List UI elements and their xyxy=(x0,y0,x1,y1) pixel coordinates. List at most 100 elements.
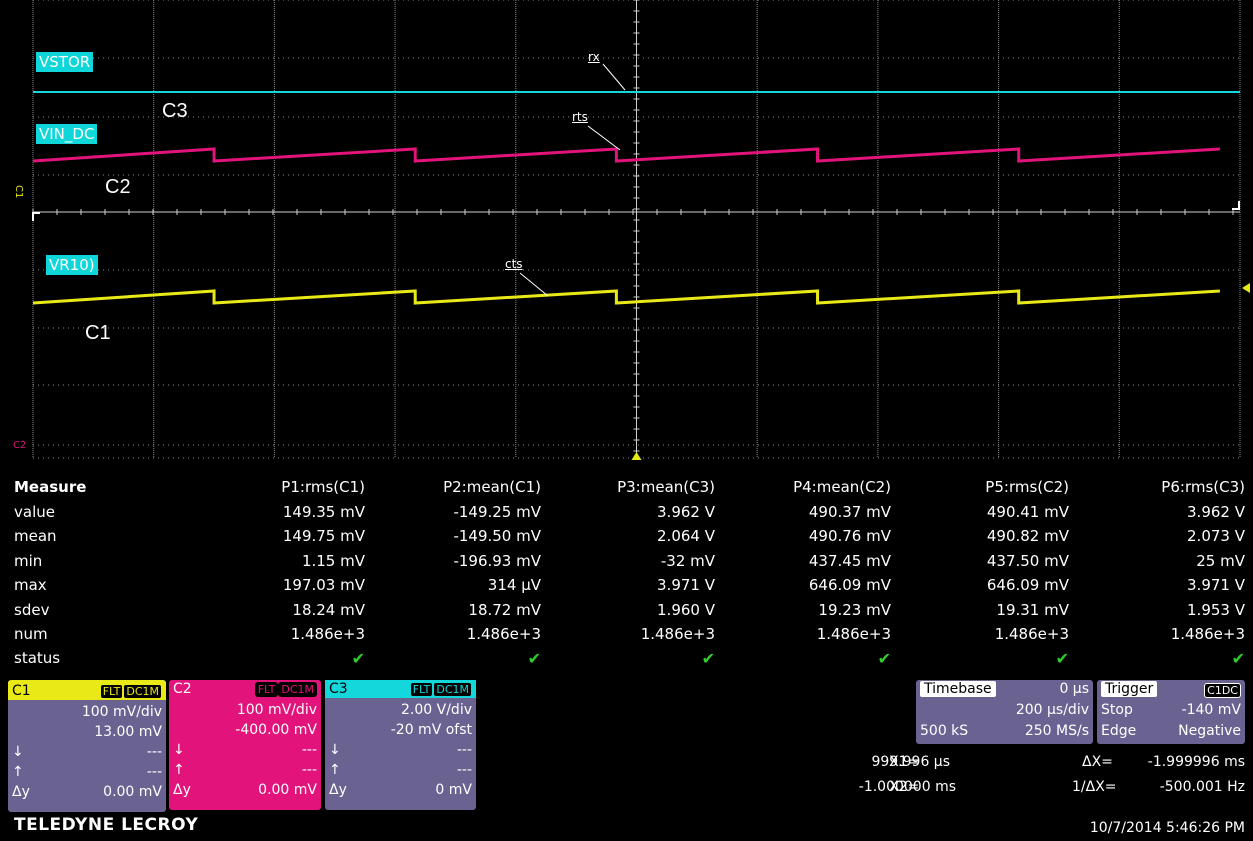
trace-tag-vstor: VSTOR xyxy=(36,52,94,72)
c1-delta-y: 0.00 mV xyxy=(103,784,162,800)
c1-offset: 13.00 mV xyxy=(94,724,162,740)
measure-col-p1[interactable]: P1:rms(C1) xyxy=(281,478,365,496)
measure-cell: -149.25 mV xyxy=(453,502,541,521)
channel-c2-name: C2 xyxy=(173,681,192,697)
c2-ground-marker[interactable]: C2 xyxy=(13,440,27,451)
c3-down-arrow-icon: ↓ xyxy=(329,742,341,758)
c3-scale: 2.00 V/div xyxy=(401,702,472,718)
trigger-slope: Negative xyxy=(1178,723,1241,739)
c2-up-arrow-icon: ↑ xyxy=(173,762,185,778)
c3-delta-y-label: Δy xyxy=(329,782,347,798)
trigger-panel[interactable]: Trigger C1DC Stop -140 mV Edge Negative xyxy=(1097,680,1245,744)
timebase-delay: 0 µs xyxy=(1059,681,1089,697)
cursor-inv-dx-label: 1/ΔX= xyxy=(1072,779,1117,795)
c2-coupling-badge: DC1M xyxy=(278,682,317,697)
measure-cell: 490.37 mV xyxy=(808,502,891,521)
measure-cell: 437.50 mV xyxy=(986,551,1069,570)
measure-cell: 18.24 mV xyxy=(292,600,365,619)
waveform-display[interactable]: VSTOR VIN_DC VR10) C3 C2 C1 rx rts cts C… xyxy=(0,0,1253,460)
measure-cell: 1.953 V xyxy=(1187,600,1245,619)
measure-row-value: value 149.35 mV -149.25 mV 3.962 V 490.37 mV… xyxy=(0,503,1253,528)
trace-label-c2: C2 xyxy=(105,176,131,198)
status-check-icon: ✔ xyxy=(1055,649,1069,668)
channel-c2-descriptor[interactable]: C2 FLT DC1M 100 mV/div -400.00 mV ↓ --- ↑… xyxy=(169,680,321,810)
measure-cell: 490.41 mV xyxy=(986,502,1069,521)
measure-table: Measure P1:rms(C1) P2:mean(C1) P3:mean(C… xyxy=(0,478,1253,674)
cursor-x1-label: X1= xyxy=(889,754,920,770)
cursor-x1-value: 999.996 µs xyxy=(871,754,950,770)
c1-coupling-badge: DC1M xyxy=(123,684,162,699)
measure-cell: 18.72 mV xyxy=(468,600,541,619)
measure-col-p2[interactable]: P2:mean(C1) xyxy=(443,478,541,496)
measure-row-mean: mean 149.75 mV -149.50 mV 2.064 V 490.76 mV 4… xyxy=(0,527,1253,552)
measure-cell: -196.93 mV xyxy=(453,551,541,570)
measure-cell: 149.75 mV xyxy=(282,527,365,545)
measure-row-label: value xyxy=(14,502,55,521)
c2-scale: 100 mV/div xyxy=(236,702,317,718)
trigger-position-marker xyxy=(631,452,642,460)
c3-coupling-badge: DC1M xyxy=(433,682,472,697)
timestamp: 10/7/2014 5:46:26 PM xyxy=(1089,820,1245,836)
measure-row-min: min 1.15 mV -196.93 mV -32 mV 437.45 mV 437.5… xyxy=(0,552,1253,577)
timebase-per-div: 200 µs/div xyxy=(1015,702,1089,718)
measure-cell: 3.962 V xyxy=(1187,502,1245,521)
c1-scale: 100 mV/div xyxy=(81,704,162,720)
measure-cell: 1.486e+3 xyxy=(1170,625,1245,643)
c3-offset: -20 mV ofst xyxy=(390,722,472,738)
c3-down-value: --- xyxy=(456,742,472,758)
measure-cell: 646.09 mV xyxy=(986,576,1069,594)
measure-col-p4[interactable]: P4:mean(C2) xyxy=(793,478,891,496)
measure-cell: 1.486e+3 xyxy=(290,625,365,643)
cursor-label-cts: cts xyxy=(505,257,523,271)
trigger-level: -140 mV xyxy=(1181,702,1241,718)
c1-filter-badge: FLT xyxy=(99,684,124,699)
measure-cell: 19.23 mV xyxy=(818,600,891,619)
measure-cell: 149.35 mV xyxy=(282,502,365,521)
measure-row-num: num 1.486e+3 1.486e+3 1.486e+3 1.486e+3 1.486… xyxy=(0,625,1253,650)
c1-down-arrow-icon: ↓ xyxy=(12,744,24,760)
trigger-source-badge: C1DC xyxy=(1204,683,1241,698)
measure-cell: 3.971 V xyxy=(1187,576,1245,594)
measure-row-label: num xyxy=(14,625,48,643)
measure-cell: 1.486e+3 xyxy=(466,625,541,643)
measure-cell: 2.073 V xyxy=(1187,527,1245,545)
c1-ground-marker[interactable]: C1 xyxy=(13,185,24,199)
timebase-title: Timebase xyxy=(920,681,996,697)
measure-cell: 197.03 mV xyxy=(282,576,365,594)
channel-c3-name: C3 xyxy=(329,681,348,697)
status-label: status xyxy=(14,649,61,667)
measure-row-sdev: sdev 18.24 mV 18.72 mV 1.960 V 19.23 mV 19.31… xyxy=(0,601,1253,626)
c1-up-arrow-icon: ↑ xyxy=(12,764,24,780)
c1-delta-y-label: Δy xyxy=(12,784,30,800)
measure-col-p6[interactable]: P6:rms(C3) xyxy=(1161,478,1245,496)
channel-c3-descriptor[interactable]: C3 FLT DC1M 2.00 V/div -20 mV ofst ↓ --- … xyxy=(325,680,476,810)
measure-cell: 490.82 mV xyxy=(986,527,1069,545)
cursor-cts-line xyxy=(519,272,549,297)
c2-delta-y-label: Δy xyxy=(173,782,191,798)
status-check-icon: ✔ xyxy=(1231,649,1245,668)
timebase-rate: 250 MS/s xyxy=(1024,723,1089,739)
cursor-x2-label: X2= xyxy=(889,779,920,795)
measure-cell: -32 mV xyxy=(660,551,715,570)
c2-down-arrow-icon: ↓ xyxy=(173,742,185,758)
channel-c1-name: C1 xyxy=(12,683,31,699)
measure-row-label: min xyxy=(14,551,43,570)
cursor-dx-value: -1.999996 ms xyxy=(1147,754,1245,770)
timebase-panel[interactable]: Timebase 0 µs 200 µs/div 500 kS 250 MS/s xyxy=(916,680,1093,744)
status-check-icon: ✔ xyxy=(877,649,891,668)
status-check-icon: ✔ xyxy=(701,649,715,668)
waveform-grid xyxy=(32,0,1250,460)
trace-tag-vin-dc: VIN_DC xyxy=(36,124,98,144)
measure-cell: 3.971 V xyxy=(657,576,715,594)
measure-cell: 1.486e+3 xyxy=(816,625,891,643)
measure-header-row: Measure P1:rms(C1) P2:mean(C1) P3:mean(C… xyxy=(0,478,1253,503)
cursor-label-rx: rx xyxy=(588,50,600,64)
measure-col-p3[interactable]: P3:mean(C3) xyxy=(617,478,715,496)
channel-c1-descriptor[interactable]: C1 FLT DC1M 100 mV/div 13.00 mV ↓ --- ↑ -… xyxy=(8,680,166,812)
trace-c2 xyxy=(32,147,1220,163)
c2-delta-y: 0.00 mV xyxy=(258,782,317,798)
measure-status-row: status ✔ ✔ ✔ ✔ ✔ ✔ xyxy=(0,649,1253,674)
measure-col-p5[interactable]: P5:rms(C2) xyxy=(985,478,1069,496)
measure-cell: 19.31 mV xyxy=(996,600,1069,619)
cursor-label-rts: rts xyxy=(572,110,588,124)
